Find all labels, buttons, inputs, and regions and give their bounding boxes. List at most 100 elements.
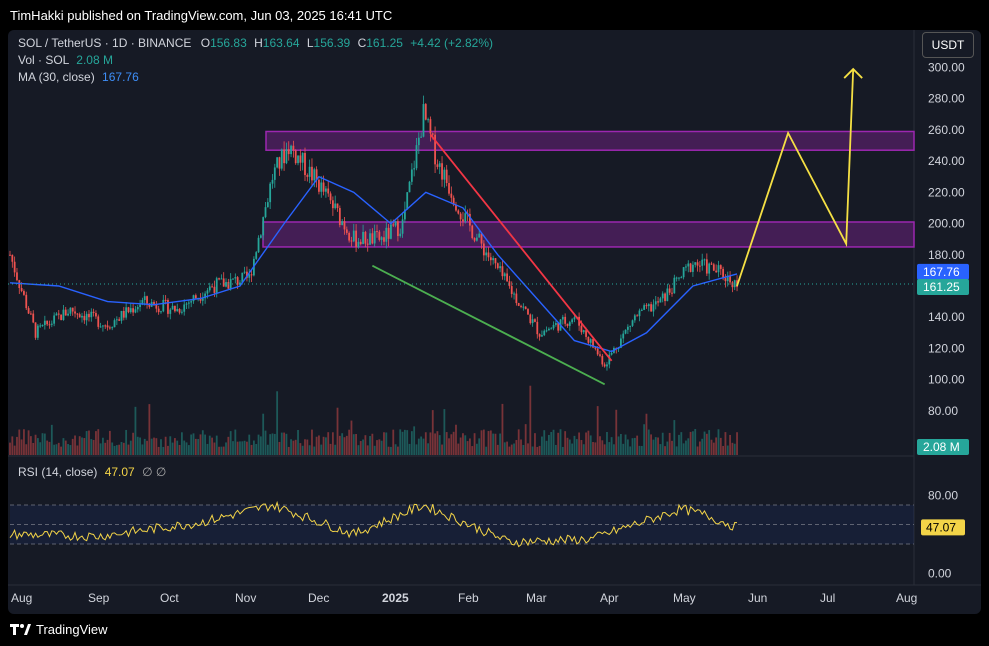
candle-body [645, 305, 648, 307]
volume-bar [113, 445, 116, 455]
candle-body [155, 304, 158, 309]
candle-body [329, 193, 332, 201]
candle-body [139, 304, 141, 308]
volume-bar [266, 444, 269, 455]
volume-bar [675, 446, 678, 455]
rsi-tick-label: 0.00 [928, 566, 952, 580]
volume-bar [290, 439, 292, 455]
candle-body [341, 221, 344, 226]
candle-body [708, 263, 711, 274]
volume-bar [552, 429, 555, 455]
volume-bar [55, 444, 58, 455]
volume-bar [78, 436, 81, 455]
candle-body [345, 229, 348, 233]
volume-bar [478, 438, 481, 455]
volume-bar [534, 433, 536, 455]
chart-frame[interactable]: 300.00 280.00 260.00 240.00 220.00 200.00 180.… [8, 30, 981, 614]
volume-bar [304, 439, 306, 455]
volume-bar [334, 444, 337, 455]
candle-body [229, 279, 232, 289]
candle-body [729, 275, 731, 283]
candle-body [143, 296, 146, 301]
candle-body [410, 169, 413, 182]
time-axis[interactable]: Aug Sep Oct Nov Dec 2025 Feb Mar Apr May Jun Jul Aug [11, 591, 917, 605]
candle-body [671, 292, 673, 294]
volume-bar [685, 440, 687, 455]
candle-body [571, 319, 574, 323]
volume-bar [492, 433, 495, 455]
candle-body [23, 291, 25, 295]
volume-bar [106, 439, 109, 455]
volume-bar [234, 429, 237, 455]
candle-body [180, 311, 183, 313]
volume-bar [150, 438, 153, 455]
volume-bar [489, 430, 492, 455]
symbol-label[interactable]: SOL / TetherUS · 1D · BINANCE [18, 36, 192, 50]
candle-body [248, 274, 251, 278]
volume-bar [343, 437, 346, 455]
volume-bar [606, 431, 608, 455]
projection-arrowhead [843, 67, 863, 79]
volume-bar [589, 435, 592, 455]
volume-bar [462, 433, 464, 455]
volume-bar [410, 431, 413, 455]
ma-label[interactable]: MA (30, close) [18, 70, 95, 84]
volume-bar [90, 439, 93, 455]
volume-bar [111, 442, 114, 455]
volume-bar [390, 446, 392, 455]
candle-body [30, 313, 32, 315]
candle-body [190, 301, 193, 303]
candle-body [357, 241, 360, 247]
projection-path [736, 67, 863, 287]
candle-body [20, 288, 23, 292]
candle-body [280, 149, 283, 169]
rsi-label[interactable]: RSI (14, close) [18, 465, 98, 479]
volume-label[interactable]: Vol · SOL [18, 53, 69, 67]
volume-bar [301, 445, 304, 455]
candle-body [471, 225, 474, 239]
tradingview-logo[interactable]: TradingView [10, 622, 108, 637]
volume-bar [69, 445, 72, 455]
ma-value: 167.76 [102, 70, 139, 84]
volume-bar [415, 444, 418, 455]
time-tick-label: Nov [235, 591, 256, 605]
candle-body [596, 348, 599, 355]
volume-bar [67, 444, 69, 455]
currency-button[interactable]: USDT [922, 32, 974, 58]
volume-bar [622, 443, 625, 455]
candle-body [167, 299, 169, 314]
volume-bar [18, 429, 21, 455]
candle-body [506, 273, 508, 282]
candle-body [185, 303, 188, 305]
volume-bar [269, 434, 272, 455]
volume-bar [164, 436, 167, 455]
candle-body [227, 282, 230, 289]
candle-body [373, 231, 376, 244]
candle-body [712, 264, 715, 271]
candle-body [554, 323, 557, 325]
price-axis[interactable]: 300.00 280.00 260.00 240.00 220.00 200.00 180.… [917, 61, 969, 581]
price-tick-label: 220.00 [928, 185, 965, 199]
candle-body [236, 277, 239, 285]
candle-body [60, 314, 63, 320]
candle-body [680, 277, 683, 279]
volume-bar [355, 433, 358, 455]
volume-bar [457, 443, 460, 455]
price-chart[interactable]: 300.00 280.00 260.00 240.00 220.00 200.00 180.… [8, 30, 981, 614]
volume-bar [48, 441, 51, 455]
volume-bar [436, 431, 439, 455]
candle-body [259, 235, 262, 238]
candle-body [294, 150, 297, 164]
volume-bar [225, 442, 227, 455]
candle-body [64, 309, 67, 316]
volume-bar [666, 441, 669, 455]
volume-bar [132, 432, 135, 455]
candle-body [589, 339, 592, 343]
candle-body [450, 193, 453, 198]
volume-bar [580, 440, 583, 455]
candle-body [717, 265, 720, 273]
volume-bar [218, 446, 220, 455]
volume-bar [50, 424, 53, 455]
candle-body [438, 163, 441, 167]
volume-bar [475, 443, 478, 455]
